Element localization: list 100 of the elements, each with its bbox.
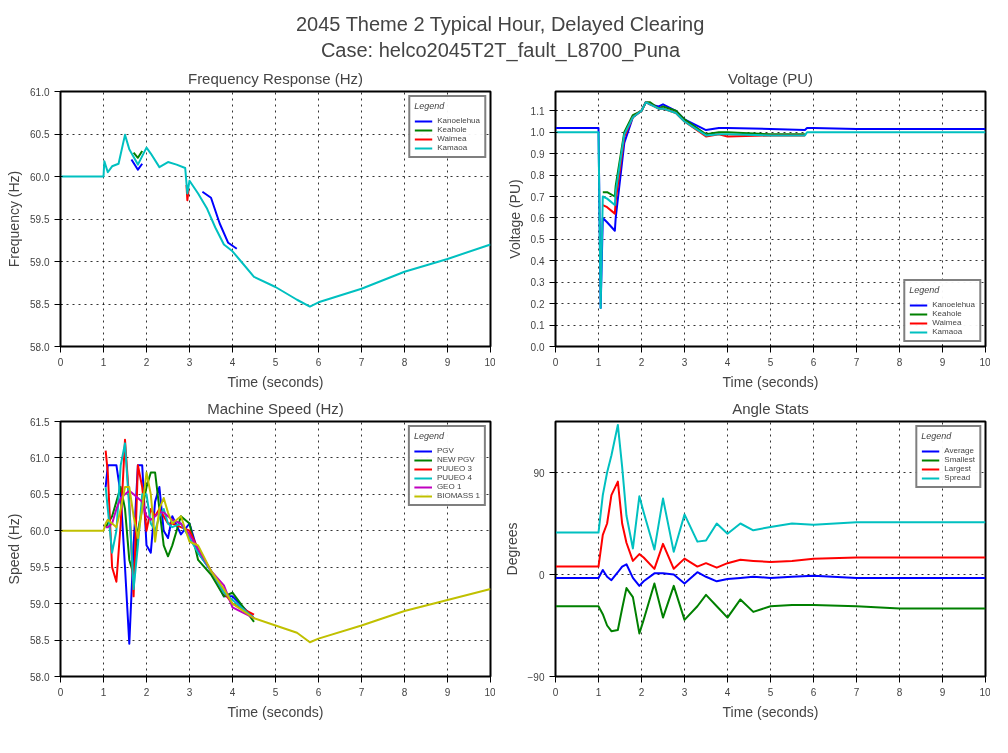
y-tick-label: 60.5 xyxy=(30,489,50,501)
y-tick-label: 58.5 xyxy=(30,635,50,647)
x-tick-label: 1 xyxy=(595,686,602,698)
legend-label: PGV xyxy=(436,446,455,455)
legend-title: Legend xyxy=(921,431,953,441)
y-tick-label: 59.5 xyxy=(30,214,50,225)
chart-title: Frequency Response (Hz) xyxy=(187,69,364,87)
y-tick-label: 0.3 xyxy=(530,277,545,289)
y-tick-label: 0.2 xyxy=(530,298,545,310)
chart-title: Machine Speed (Hz) xyxy=(207,399,344,417)
y-tick-label: 0.6 xyxy=(530,212,545,224)
y-tick-label: 90 xyxy=(533,467,545,479)
y-tick-label: 59.0 xyxy=(30,256,50,268)
y-tick-label: 58.0 xyxy=(30,671,50,683)
legend-label: Kamaoa xyxy=(932,327,963,336)
x-tick-label: 2 xyxy=(143,356,150,368)
x-tick-label: 5 xyxy=(272,356,279,368)
x-tick-label: 10 xyxy=(979,356,991,368)
x-tick-label: 6 xyxy=(810,686,817,698)
y-tick-label: 61.5 xyxy=(30,416,50,428)
legend-label: Kamaoa xyxy=(437,143,468,152)
x-tick-label: 9 xyxy=(444,686,451,698)
legend-label: Waimea xyxy=(437,134,467,143)
x-tick-label: 0 xyxy=(57,686,64,698)
legend-label: Kanoelehua xyxy=(437,116,480,125)
y-tick-label: 60.0 xyxy=(30,525,50,537)
y-tick-label: 58.0 xyxy=(30,341,50,353)
y-axis-title: Degrees xyxy=(503,522,520,576)
legend-label: NEW PGV xyxy=(436,455,475,464)
x-tick-label: 10 xyxy=(484,356,496,368)
y-tick-label: 59.0 xyxy=(30,598,50,610)
x-axis-title: Time (seconds) xyxy=(227,373,324,390)
x-tick-label: 3 xyxy=(681,356,688,368)
y-tick-label: 0 xyxy=(538,569,545,581)
x-axis-title: Time (seconds) xyxy=(227,703,324,720)
x-tick-label: 2 xyxy=(143,686,150,698)
x-tick-label: 9 xyxy=(444,356,451,368)
legend-title: Legend xyxy=(413,431,446,441)
x-tick-label: 9 xyxy=(939,356,946,368)
y-axis-title: Voltage (PU) xyxy=(506,179,523,259)
x-tick-label: 7 xyxy=(853,686,860,698)
legend-label: Keahole xyxy=(932,309,962,318)
y-tick-label: 0.1 xyxy=(530,320,545,332)
text: 2045 Theme 2 Typical Hour, Delayed Clearing xyxy=(295,13,705,36)
x-tick-label: 4 xyxy=(724,356,731,368)
legend-title: Legend xyxy=(414,101,446,111)
legend-label: Waimea xyxy=(932,318,962,327)
y-tick-label: −90 xyxy=(527,671,545,683)
y-axis-title: Speed (Hz) xyxy=(6,513,23,585)
x-tick-label: 7 xyxy=(358,356,365,368)
x-tick-label: 8 xyxy=(896,686,903,698)
y-tick-label: 0.5 xyxy=(530,234,545,246)
y-tick-label: 0.4 xyxy=(530,255,545,267)
x-tick-label: 2 xyxy=(638,356,645,368)
y-tick-label: 0.7 xyxy=(530,191,545,203)
legend-title: Legend xyxy=(909,285,941,295)
x-axis-title: Time (seconds) xyxy=(722,703,819,720)
x-tick-label: 0 xyxy=(552,686,559,698)
x-tick-label: 9 xyxy=(939,686,946,698)
x-tick-label: 5 xyxy=(767,686,774,698)
y-tick-label: 60.5 xyxy=(30,129,50,140)
y-tick-label: 0.8 xyxy=(530,170,545,182)
chart-title: Angle Stats xyxy=(732,399,809,417)
y-tick-label: 58.5 xyxy=(30,299,50,310)
x-tick-label: 5 xyxy=(272,686,279,698)
legend-label: GEO 1 xyxy=(436,482,462,491)
y-tick-label: 1.0 xyxy=(530,127,545,139)
legend-label: Keahole xyxy=(437,125,467,134)
x-tick-label: 2 xyxy=(638,686,645,698)
x-tick-label: 0 xyxy=(552,356,559,368)
x-tick-label: 0 xyxy=(57,356,64,368)
x-tick-label: 8 xyxy=(401,686,408,698)
y-tick-label: 0.9 xyxy=(530,148,545,160)
x-tick-label: 6 xyxy=(315,686,322,698)
y-tick-label: 0.0 xyxy=(530,341,545,353)
x-tick-label: 4 xyxy=(724,686,731,698)
text: Case: helco2045T2T_fault_L8700_Puna xyxy=(320,39,681,63)
x-tick-label: 10 xyxy=(484,686,496,698)
x-axis-title: Time (seconds) xyxy=(722,373,819,390)
legend-label: Kanoelehua xyxy=(932,300,975,309)
y-axis-title: Frequency (Hz) xyxy=(6,170,23,268)
x-tick-label: 3 xyxy=(186,356,193,368)
x-tick-label: 7 xyxy=(853,356,860,368)
legend-label: Average xyxy=(944,446,974,455)
legend-label: Spread xyxy=(944,473,971,482)
y-tick-label: 59.5 xyxy=(30,562,50,574)
x-tick-label: 3 xyxy=(186,686,193,698)
legend-label: Largest xyxy=(944,464,971,473)
x-tick-label: 4 xyxy=(229,686,236,698)
x-tick-label: 1 xyxy=(100,356,107,368)
y-tick-label: 60.0 xyxy=(30,171,50,183)
legend-label: Smallest xyxy=(944,455,975,464)
x-tick-label: 1 xyxy=(595,356,602,368)
y-tick-label: 61.0 xyxy=(30,452,50,464)
y-tick-label: 61.0 xyxy=(30,86,50,98)
legend-label: PUUEO 4 xyxy=(436,473,472,482)
x-tick-label: 6 xyxy=(810,356,817,368)
x-tick-label: 7 xyxy=(358,686,365,698)
x-tick-label: 4 xyxy=(229,356,236,368)
x-tick-label: 8 xyxy=(401,356,408,368)
